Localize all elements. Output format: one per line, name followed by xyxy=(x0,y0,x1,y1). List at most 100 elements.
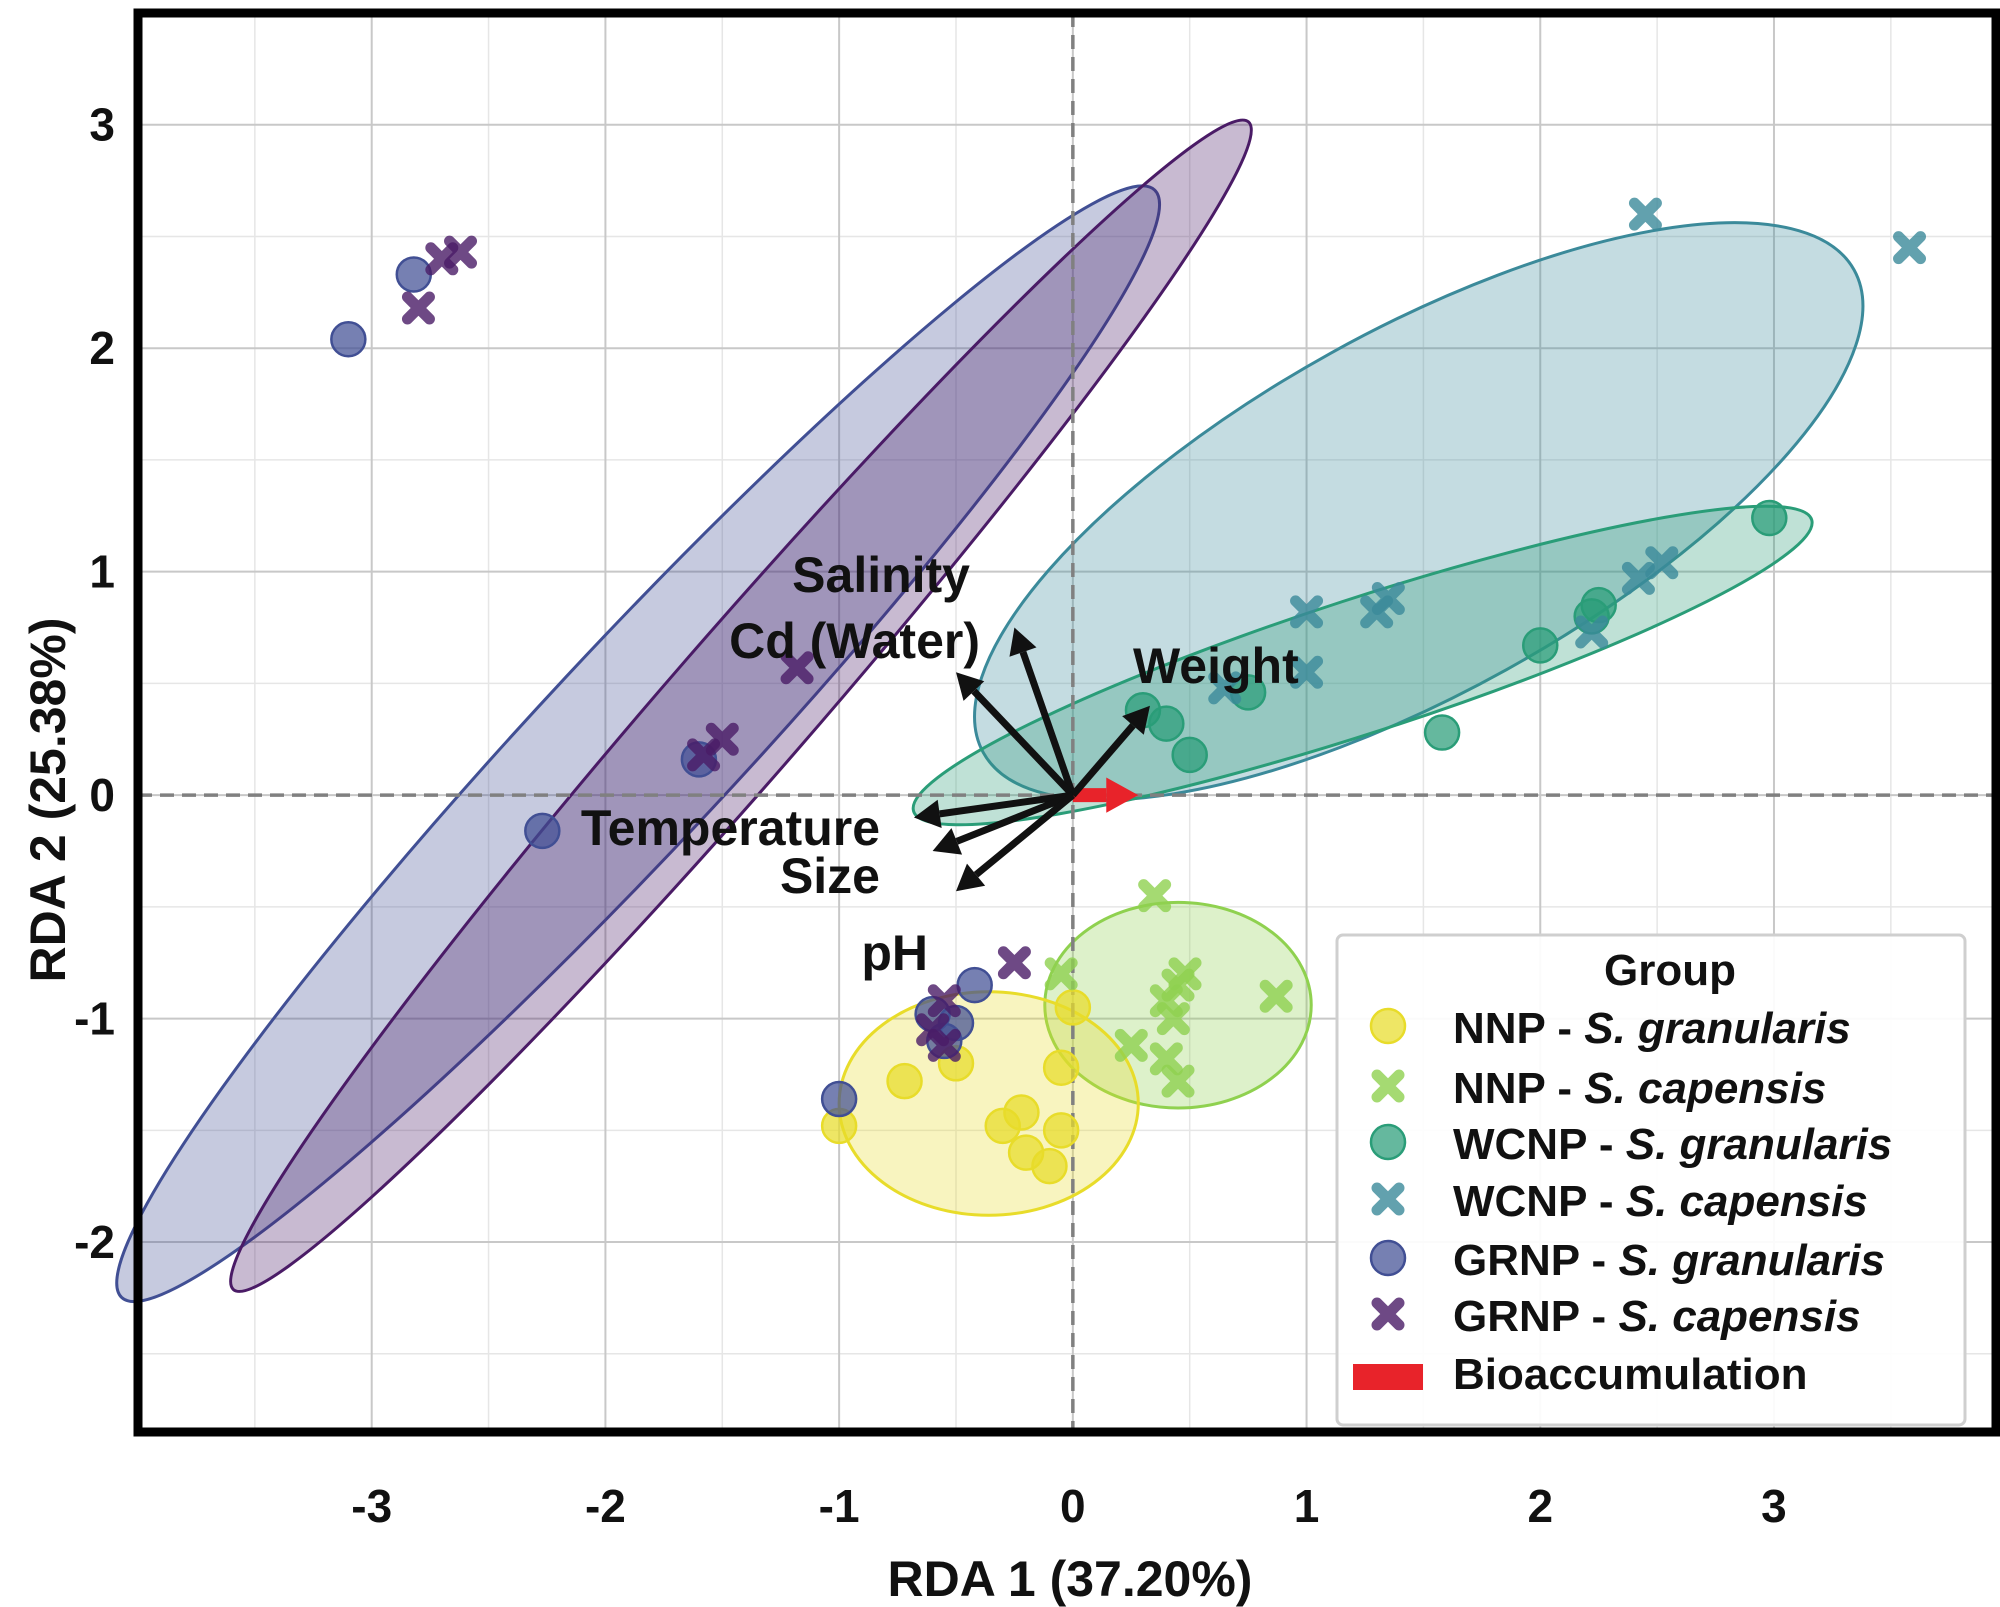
point-cross xyxy=(1893,231,1927,265)
vector-label-ph: pH xyxy=(861,925,928,981)
point-cross xyxy=(1208,671,1242,705)
point-cross xyxy=(1628,197,1662,231)
legend-title: Group xyxy=(1604,946,1736,995)
legend-box xyxy=(1335,933,1967,1427)
vector-arrow-1-head xyxy=(955,672,985,701)
vector-arrow-0-head xyxy=(1009,627,1037,657)
point-cross xyxy=(1371,581,1405,615)
point-cross xyxy=(997,946,1031,980)
y-tick-label: -2 xyxy=(74,1216,115,1268)
vector-arrow-4-shaft xyxy=(955,791,1075,845)
point-cross xyxy=(1114,1028,1148,1062)
point-cross xyxy=(1149,1042,1183,1076)
point-circle xyxy=(1042,1049,1080,1087)
y-tick-label: 0 xyxy=(89,769,115,821)
x-axis-label: RDA 1 (37.20%) xyxy=(888,1551,1253,1607)
y-tick-label: 1 xyxy=(89,546,115,598)
confidence-ellipse xyxy=(911,504,1814,827)
vector-label-salinity: Salinity xyxy=(792,547,970,603)
point-cross xyxy=(1156,1002,1190,1036)
point-cross xyxy=(687,738,721,772)
legend-marker-cross xyxy=(1371,1069,1405,1103)
point-circle xyxy=(886,1062,923,1100)
point-cross xyxy=(1161,1064,1195,1098)
point-cross xyxy=(1290,595,1324,629)
legend-entry-wcnp-granularis: WCNP - S. granularis xyxy=(1453,1120,1892,1169)
point-cross xyxy=(444,235,478,269)
point-cross xyxy=(1290,655,1324,689)
point-cross xyxy=(1168,957,1202,991)
vector-arrow-0-shaft xyxy=(1019,650,1077,797)
legend-marker-bioaccumulation xyxy=(1353,1364,1423,1390)
legend-marker-circle xyxy=(1369,1239,1407,1277)
legend-marker-cross xyxy=(1371,1297,1405,1331)
vector-label-temperature: Temperature xyxy=(581,800,880,856)
bioaccumulation-arrow-head xyxy=(1106,777,1139,813)
point-circle xyxy=(956,966,993,1004)
point-cross xyxy=(1575,615,1609,649)
y-tick-label: 3 xyxy=(89,99,115,151)
y-axis-label: RDA 2 (25.38%) xyxy=(20,618,76,983)
vector-arrow-5-shaft xyxy=(973,792,1076,878)
x-tick-label: 0 xyxy=(1060,1480,1086,1532)
x-tick-label: -3 xyxy=(351,1480,392,1532)
legend-marker-circle xyxy=(1369,1123,1407,1161)
confidence-ellipse xyxy=(229,118,1253,1293)
point-cross xyxy=(780,651,814,685)
point-cross xyxy=(1259,979,1293,1013)
point-circle xyxy=(330,321,367,358)
legend-entry-nnp-capensis: NNP - S. capensis xyxy=(1453,1064,1826,1113)
confidence-ellipse xyxy=(837,990,1140,1217)
vector-arrow-5-head xyxy=(955,863,986,892)
point-circle xyxy=(1003,1094,1040,1131)
vector-label-size: Size xyxy=(780,848,880,904)
point-circle xyxy=(1751,499,1788,537)
vector-arrow-3-head xyxy=(913,799,942,829)
legend-entry-grnp-capensis: GRNP - S. capensis xyxy=(1453,1292,1861,1341)
point-circle xyxy=(1171,736,1208,774)
point-cross xyxy=(927,1028,961,1062)
point-cross xyxy=(1044,957,1078,991)
x-tick-label: 3 xyxy=(1761,1480,1787,1532)
x-tick-label: 1 xyxy=(1294,1480,1320,1532)
point-circle xyxy=(1031,1147,1068,1185)
legend-marker-cross xyxy=(1371,1182,1405,1216)
point-circle xyxy=(1148,705,1185,742)
vector-labels: Salinity Cd (Water) Weight Temperature S… xyxy=(581,547,1299,981)
confidence-ellipses xyxy=(115,118,1865,1304)
x-tick-label: -1 xyxy=(819,1480,860,1532)
confidence-ellipse xyxy=(115,184,1162,1304)
vector-label-cd-water: Cd (Water) xyxy=(729,613,980,669)
point-circle xyxy=(1423,714,1461,751)
y-tick-label: 2 xyxy=(89,322,115,374)
point-circle xyxy=(1054,989,1092,1026)
point-circle xyxy=(395,256,433,293)
x-tick-label: -2 xyxy=(585,1480,626,1532)
point-cross xyxy=(1645,546,1679,580)
point-cross xyxy=(927,984,961,1018)
vector-arrow-1-shaft xyxy=(971,688,1076,798)
legend-entry-bioaccumulation: Bioaccumulation xyxy=(1453,1350,1808,1399)
y-tick-labels: -2 -1 0 1 2 3 xyxy=(74,99,115,1268)
legend: Group NNP - S. granularis NNP - S. capen… xyxy=(1335,933,1967,1427)
point-cross xyxy=(1621,561,1655,595)
legend-markers xyxy=(1353,1007,1423,1390)
y-tick-label: -1 xyxy=(74,993,115,1045)
legend-marker-circle xyxy=(1369,1007,1407,1045)
legend-entry-nnp-granularis: NNP - S. granularis xyxy=(1453,1004,1851,1053)
point-circle xyxy=(1042,1112,1080,1149)
vector-arrow-2-shaft xyxy=(1070,723,1136,798)
data-points xyxy=(330,197,1927,1185)
vector-arrow-3-shaft xyxy=(939,791,1074,818)
point-circle xyxy=(1522,627,1559,664)
x-tick-label: 2 xyxy=(1527,1480,1553,1532)
environmental-vectors xyxy=(913,627,1150,892)
legend-entry-wcnp-capensis: WCNP - S. capensis xyxy=(1453,1177,1868,1226)
vector-arrow-4-head xyxy=(932,828,963,855)
confidence-ellipse xyxy=(973,221,1865,802)
point-circle xyxy=(820,1080,858,1118)
vector-arrow-2-head xyxy=(1122,705,1150,735)
point-circle xyxy=(524,812,561,850)
point-cross xyxy=(1138,879,1172,913)
